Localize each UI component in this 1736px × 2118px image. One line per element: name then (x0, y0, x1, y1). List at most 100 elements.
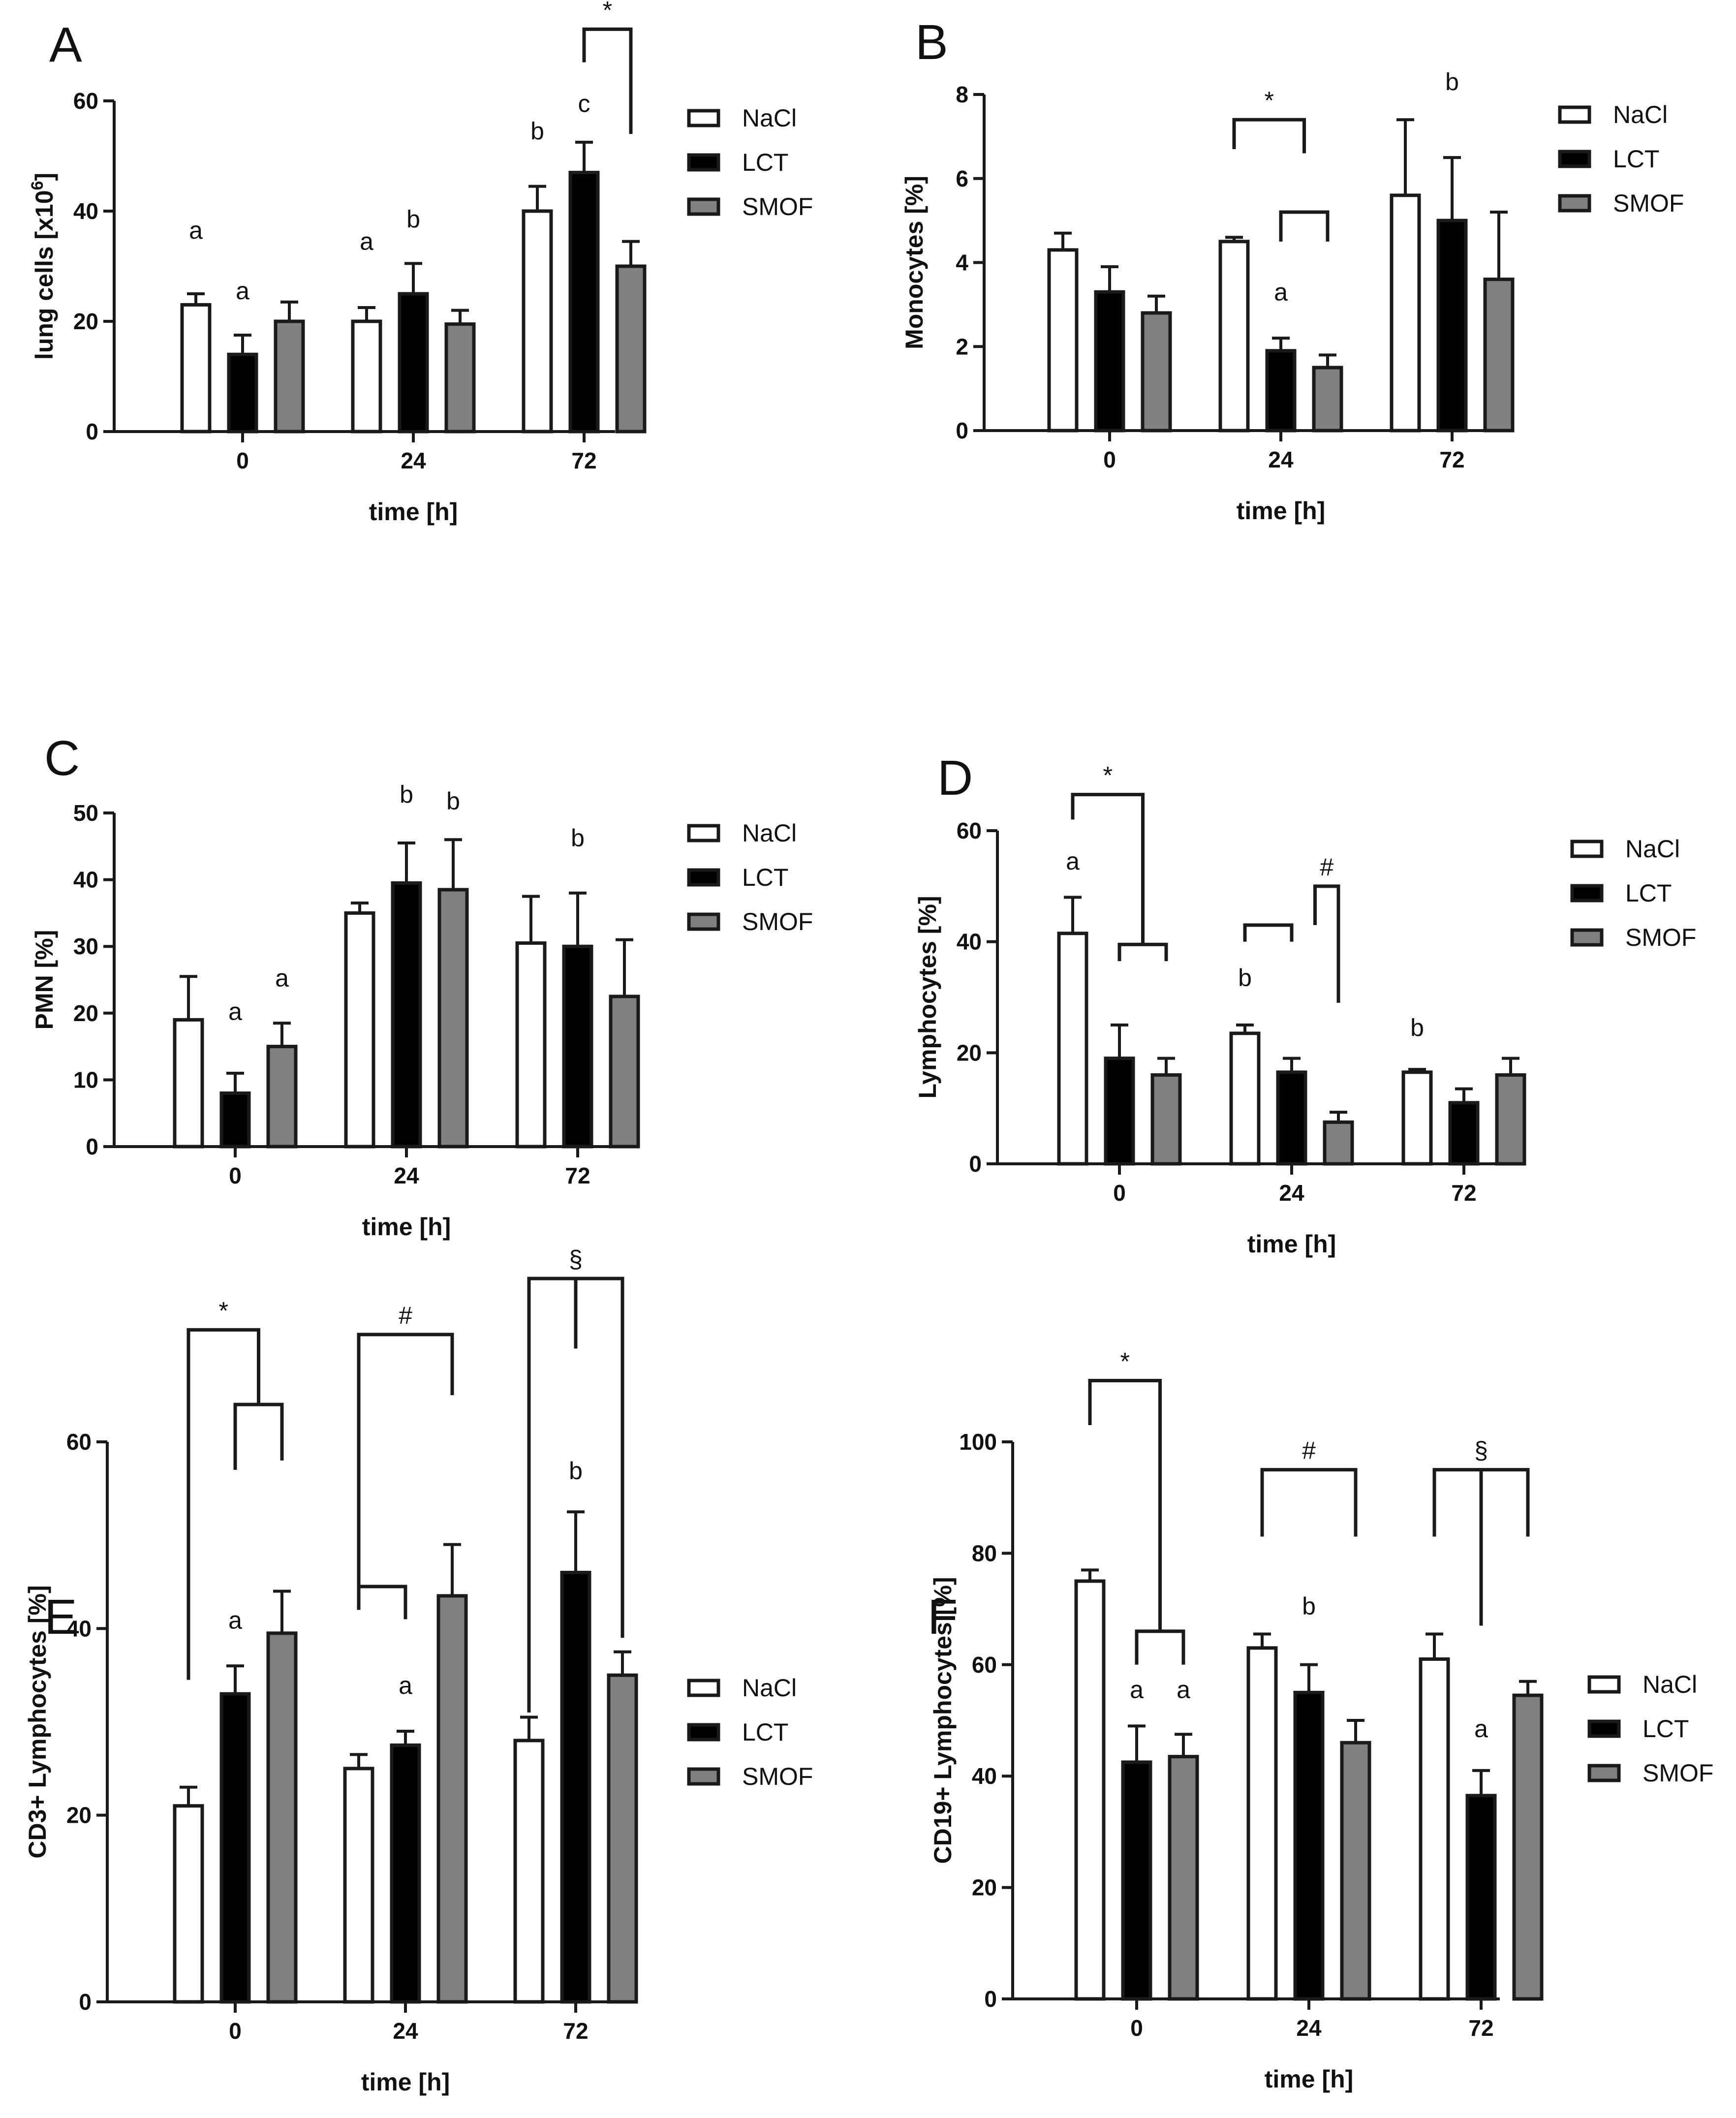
y-axis-label: Lymphocytes [%] (914, 896, 941, 1098)
significance-bracket (1135, 1629, 1185, 1665)
legend-swatch-lct (1587, 1719, 1621, 1738)
significance-letter: a (1177, 1676, 1190, 1704)
x-tick-label: 24 (1268, 447, 1294, 472)
x-tick-label: 0 (229, 2018, 242, 2044)
panel-A: A 0 20 40 60 lung cells [x106] 0 24 72 time [h] a a… (28, 0, 813, 526)
bar-nacl (1057, 932, 1088, 1166)
y-tick-label: 0 (956, 418, 968, 443)
significance-letter: a (275, 965, 289, 992)
significance-letter: c (578, 90, 590, 117)
x-axis-label: time [h] (1265, 2065, 1354, 2093)
legend-label-nacl: NaCl (1613, 101, 1668, 128)
bar-nacl (1390, 193, 1421, 433)
significance-letter: b (446, 787, 460, 815)
significance-bracket (357, 1585, 407, 1620)
significance-letter: a (1474, 1715, 1488, 1743)
x-tick-label: 24 (1296, 2015, 1322, 2041)
bar-lct (560, 1571, 591, 2004)
bar-smof (1150, 1073, 1182, 1166)
significance-bracket (1260, 1468, 1358, 1537)
bar-lct (568, 171, 600, 434)
significance-bracket (1279, 210, 1330, 242)
bar-nacl (351, 319, 382, 434)
y-tick-label: 50 (73, 800, 98, 826)
bar-nacl (1419, 1657, 1450, 2001)
legend-label-nacl: NaCl (742, 1674, 797, 1702)
legend-swatch-nacl (1570, 840, 1604, 858)
significance-bracket (1243, 923, 1294, 942)
x-axis-label: time [h] (362, 1213, 451, 1241)
significance-letter: a (236, 277, 249, 305)
bar-lct (1436, 218, 1468, 433)
legend: NaCl LCT SMOF (1587, 1671, 1713, 1787)
significance-bracket (527, 1277, 624, 1713)
bar-smof (266, 1631, 298, 2004)
x-tick-label: 72 (1439, 447, 1464, 472)
legend-swatch-smof (1558, 194, 1591, 213)
significance-symbol: § (569, 1246, 583, 1273)
bar-smof (1483, 278, 1515, 433)
y-tick-label: 40 (957, 929, 982, 955)
legend-label-lct: LCT (742, 149, 788, 176)
legend-label-nacl: NaCl (742, 104, 797, 132)
bar-smof (266, 1045, 298, 1149)
significance-symbol: # (1302, 1437, 1316, 1464)
bar-lct (390, 1743, 421, 2004)
legend: NaCl LCT SMOF (687, 104, 813, 220)
x-tick-label: 24 (1279, 1180, 1304, 1206)
significance-bracket (233, 1402, 284, 1470)
bar-lct (1293, 1690, 1325, 2001)
significance-letter: b (400, 781, 413, 809)
panel-letter: D (937, 750, 973, 806)
x-tick-label: 72 (1468, 2015, 1493, 2041)
panel-D: D 0 20 40 60 Lymphocytes [%] 0 24 72 time [h] a b b *… (914, 750, 1696, 1258)
x-tick-label: 72 (565, 1163, 590, 1188)
significance-letter: b (1302, 1592, 1316, 1620)
panel-C: C 0 10 20 30 40 50 PMN [%] 0 24 72 time [h] a a b b b NaC… (31, 731, 813, 1241)
significance-symbol: * (603, 0, 612, 24)
legend-swatch-lct (687, 868, 720, 887)
legend-swatch-nacl (687, 824, 720, 842)
x-axis-label: time [h] (1237, 497, 1326, 525)
bar-lct (1094, 290, 1125, 433)
bar-nacl (1047, 248, 1079, 433)
legend-label-smof: SMOF (742, 193, 813, 220)
y-tick-label: 20 (66, 1803, 92, 1828)
legend-swatch-smof (687, 912, 720, 931)
y-tick-label: 60 (66, 1429, 92, 1455)
bar-nacl (173, 1018, 204, 1149)
x-tick-label: 0 (1103, 447, 1116, 472)
bar-nacl (522, 209, 553, 434)
bar-smof (1495, 1073, 1526, 1166)
bar-nacl (173, 1804, 204, 2004)
legend-label-smof: SMOF (1613, 189, 1684, 217)
x-tick-label: 0 (1113, 1180, 1126, 1206)
significance-symbol: * (1103, 762, 1113, 789)
x-tick-label: 0 (1130, 2015, 1143, 2041)
x-tick-label: 24 (393, 2018, 418, 2044)
y-tick-label: 20 (73, 309, 98, 334)
significance-letter: b (569, 1457, 583, 1485)
y-tick-label: 20 (972, 1875, 997, 1900)
significance-bracket (1232, 118, 1306, 154)
legend-label-nacl: NaCl (1643, 1671, 1697, 1698)
legend: NaCl LCT SMOF (687, 819, 813, 935)
y-axis-label-text: Monocytes [%] (900, 176, 928, 349)
legend-swatch-lct (1558, 150, 1591, 168)
x-tick-label: 24 (394, 1163, 419, 1188)
legend: NaCl LCT SMOF (1558, 101, 1684, 217)
legend-label-smof: SMOF (742, 1763, 813, 1790)
y-axis-label-text: Lymphocytes [%] (914, 896, 941, 1098)
legend-label-lct: LCT (1625, 879, 1672, 907)
bar-lct (219, 1091, 251, 1149)
y-axis-label: lung cells [x106] (28, 173, 58, 360)
y-axis-label-text: PMN [%] (31, 930, 58, 1030)
bar-smof (615, 264, 647, 434)
panel-E: E 0 20 40 60 CD3+ Lymphocytes [%] 0 24 72 time [h… (24, 1246, 813, 2096)
bar-lct (1265, 349, 1297, 433)
significance-bracket (1117, 942, 1168, 962)
bar-nacl (1229, 1031, 1261, 1166)
bar-lct (398, 292, 429, 434)
significance-letter: b (530, 117, 544, 145)
